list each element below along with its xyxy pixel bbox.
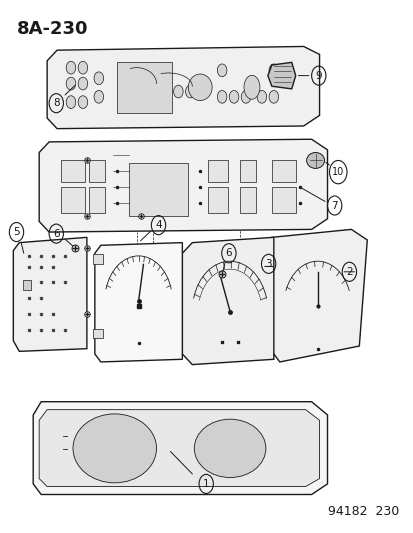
Circle shape — [150, 64, 159, 77]
Ellipse shape — [306, 152, 324, 168]
Text: 2: 2 — [345, 267, 352, 277]
Bar — [89, 187, 104, 214]
Circle shape — [241, 91, 250, 103]
Circle shape — [185, 85, 195, 98]
Circle shape — [66, 77, 76, 90]
Bar — [271, 187, 295, 214]
Bar — [128, 163, 188, 216]
Bar — [93, 328, 102, 338]
Circle shape — [78, 61, 88, 74]
Bar — [208, 160, 228, 182]
Bar — [271, 160, 295, 182]
Circle shape — [268, 91, 278, 103]
Ellipse shape — [188, 74, 212, 101]
Circle shape — [268, 64, 278, 77]
Text: 7: 7 — [330, 200, 337, 211]
Text: 3: 3 — [265, 259, 271, 269]
Circle shape — [94, 91, 103, 103]
PathPatch shape — [182, 237, 273, 365]
Text: 6: 6 — [53, 229, 59, 239]
Circle shape — [66, 96, 76, 109]
Text: 1: 1 — [202, 479, 209, 489]
Text: 10: 10 — [331, 167, 344, 177]
Circle shape — [138, 64, 147, 77]
Ellipse shape — [194, 419, 265, 478]
PathPatch shape — [271, 229, 366, 362]
Bar — [208, 187, 228, 214]
Circle shape — [78, 96, 88, 109]
PathPatch shape — [47, 46, 319, 128]
Circle shape — [133, 85, 143, 98]
PathPatch shape — [39, 410, 319, 487]
PathPatch shape — [267, 62, 295, 89]
PathPatch shape — [33, 402, 327, 495]
Ellipse shape — [243, 75, 259, 99]
Circle shape — [121, 85, 131, 98]
Bar — [61, 187, 85, 214]
Bar — [61, 160, 85, 182]
Circle shape — [161, 85, 171, 98]
PathPatch shape — [13, 237, 87, 351]
Circle shape — [78, 77, 88, 90]
Circle shape — [256, 91, 266, 103]
Circle shape — [173, 85, 183, 98]
Bar — [93, 254, 102, 264]
Circle shape — [217, 64, 226, 77]
PathPatch shape — [39, 139, 327, 232]
Text: 8: 8 — [53, 98, 59, 108]
Bar — [116, 62, 172, 113]
Circle shape — [94, 72, 103, 85]
Circle shape — [280, 64, 290, 77]
Text: 5: 5 — [13, 227, 20, 237]
Text: 4: 4 — [155, 220, 161, 230]
Circle shape — [217, 91, 226, 103]
Text: 8A-230: 8A-230 — [17, 20, 88, 38]
Text: 94182  230: 94182 230 — [327, 505, 398, 519]
Text: 9: 9 — [315, 70, 321, 80]
PathPatch shape — [23, 280, 31, 290]
PathPatch shape — [95, 243, 182, 362]
Bar — [240, 160, 255, 182]
Circle shape — [229, 91, 238, 103]
Text: 6: 6 — [225, 248, 232, 259]
Ellipse shape — [73, 414, 156, 483]
Bar — [89, 160, 104, 182]
Bar — [240, 187, 255, 214]
Circle shape — [66, 61, 76, 74]
